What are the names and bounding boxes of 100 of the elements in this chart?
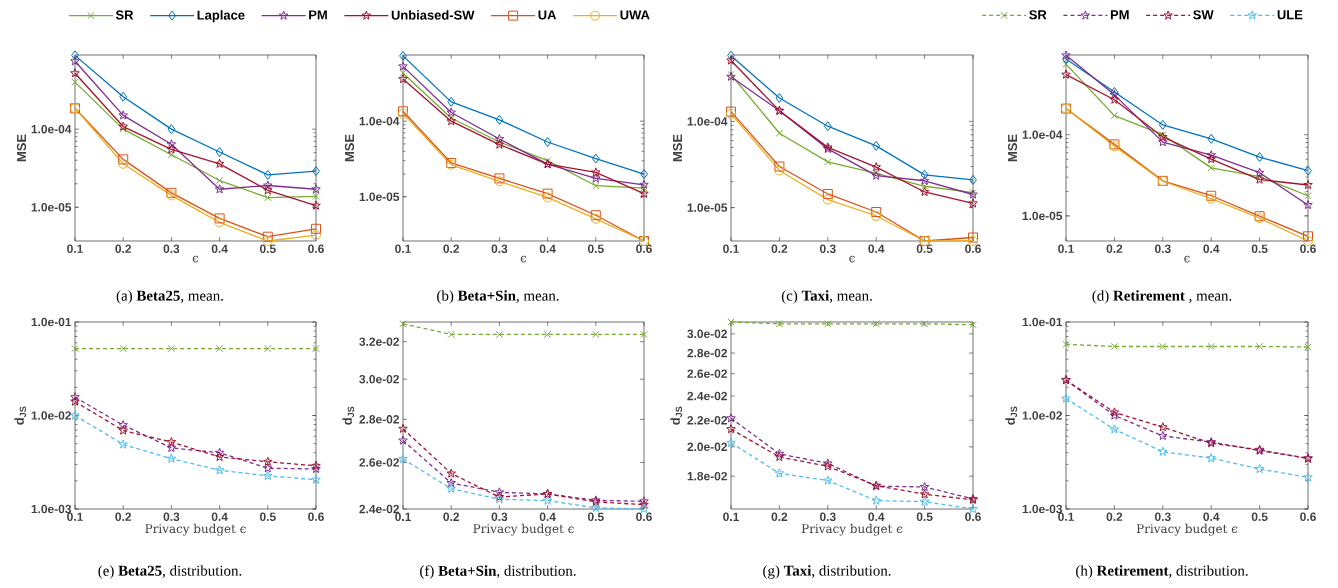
y-axis-title: d$_{JS}$ bbox=[670, 406, 683, 425]
y-tick-label: 3.2e-02 bbox=[359, 337, 399, 346]
x-tick-label: 0.1 bbox=[395, 512, 411, 521]
x-tick-label: 0.1 bbox=[723, 244, 739, 253]
x-tick-label: 0.5 bbox=[259, 244, 276, 253]
y-tick-label: 2.4e-02 bbox=[359, 504, 399, 514]
x-tick-label: 0.3 bbox=[1154, 512, 1171, 522]
y-axis-title: MSE bbox=[1007, 134, 1018, 162]
y-tick-label: 2.0e-02 bbox=[687, 442, 727, 452]
y-tick-label: 3.0e-02 bbox=[687, 329, 727, 339]
text: (d) Retirement , mean. bbox=[1092, 290, 1232, 304]
x-tick-label: 0.4 bbox=[868, 244, 885, 253]
x-tick-label: 0.3 bbox=[163, 244, 180, 254]
y-tick-label: 3.0e-02 bbox=[359, 374, 399, 384]
x-tick-label: 0.1 bbox=[67, 512, 83, 521]
y-tick-label: 2.8e-02 bbox=[687, 348, 727, 358]
x-tick-label: 0.4 bbox=[1203, 512, 1220, 521]
y-tick-label: 1.0e-05 bbox=[31, 203, 72, 212]
x-tick-label: 0.3 bbox=[163, 512, 180, 522]
x-tick-label: 0.6 bbox=[308, 244, 324, 253]
legend-label: PM bbox=[309, 10, 327, 20]
x-tick-label: 0.3 bbox=[819, 244, 836, 254]
x-axis-title: Privacy budget ϵ bbox=[801, 523, 903, 536]
y-axis-title: MSE bbox=[672, 134, 683, 162]
x-tick-label: 0.4 bbox=[539, 512, 556, 521]
x-tick-label: 0.2 bbox=[771, 512, 788, 521]
legend-label: Laplace bbox=[197, 10, 245, 23]
y-axis-title: MSE bbox=[344, 134, 355, 162]
y-tick-label: 1.0e-04 bbox=[31, 124, 72, 134]
x-tick-label: 0.3 bbox=[1154, 244, 1171, 254]
x-tick-label: 0.6 bbox=[636, 244, 652, 253]
x-tick-label: 0.5 bbox=[259, 512, 276, 521]
x-tick-label: 0.5 bbox=[587, 512, 604, 521]
x-axis-title: ϵ bbox=[192, 255, 199, 263]
y-axis-title: MSE bbox=[16, 134, 27, 162]
y-tick-label: 2.6e-02 bbox=[687, 369, 727, 378]
legend-label: Unbiased-SW bbox=[391, 10, 475, 20]
y-tick-label: 1.0e-05 bbox=[1022, 211, 1063, 221]
x-axis-title: Privacy budget ϵ bbox=[145, 523, 246, 536]
text: (c) Taxi, mean. bbox=[781, 290, 872, 304]
y-tick-label: 2.6e-02 bbox=[359, 458, 399, 467]
x-tick-label: 0.6 bbox=[1300, 244, 1316, 253]
x-tick-label: 0.4 bbox=[868, 512, 885, 521]
x-tick-label: 0.3 bbox=[819, 512, 836, 522]
x-tick-label: 0.2 bbox=[115, 244, 132, 253]
legend-label: ULE bbox=[1277, 10, 1303, 20]
y-tick-label: 1.0e-04 bbox=[359, 116, 400, 126]
x-tick-label: 0.4 bbox=[539, 244, 556, 253]
y-tick-label: 1.0e-03 bbox=[1022, 504, 1063, 514]
x-tick-label: 0.2 bbox=[115, 512, 132, 521]
text: (e) Beta25, distribution. bbox=[98, 565, 242, 579]
x-axis-title: ϵ bbox=[520, 255, 527, 263]
legend-label: SW bbox=[1193, 10, 1214, 20]
x-tick-label: 0.5 bbox=[587, 244, 604, 253]
y-tick-label: 2.8e-02 bbox=[359, 415, 399, 424]
x-tick-label: 0.1 bbox=[1058, 244, 1074, 253]
legend-label: PM bbox=[1110, 10, 1129, 20]
y-axis-title: d$_{JS}$ bbox=[342, 406, 355, 425]
x-tick-label: 0.1 bbox=[395, 244, 411, 253]
legend-label: UWA bbox=[620, 10, 650, 20]
y-tick-label: 1.0e-02 bbox=[1022, 411, 1063, 420]
legend-label: UA bbox=[538, 10, 557, 20]
x-axis-title: Privacy budget ϵ bbox=[473, 523, 574, 536]
text: (h) Retirement, distribution. bbox=[1076, 565, 1248, 579]
x-axis-title: Privacy budget ϵ bbox=[1136, 523, 1238, 536]
x-tick-label: 0.5 bbox=[916, 512, 933, 521]
x-tick-label: 0.2 bbox=[1106, 512, 1123, 521]
x-tick-label: 0.6 bbox=[965, 244, 981, 253]
text: (a) Beta25, mean. bbox=[116, 290, 223, 304]
x-tick-label: 0.1 bbox=[1058, 512, 1074, 521]
y-axis-title: d$_{JS}$ bbox=[1005, 406, 1018, 425]
y-tick-label: 1.0e-01 bbox=[31, 317, 72, 327]
x-tick-label: 0.6 bbox=[965, 512, 981, 521]
x-tick-label: 0.2 bbox=[771, 244, 788, 253]
y-tick-label: 1.0e-03 bbox=[31, 504, 72, 514]
x-tick-label: 0.6 bbox=[308, 512, 324, 521]
x-tick-label: 0.4 bbox=[211, 512, 228, 521]
y-axis-title: d$_{JS}$ bbox=[14, 406, 27, 425]
y-tick-label: 1.0e-04 bbox=[1022, 130, 1063, 139]
x-tick-label: 0.6 bbox=[636, 512, 652, 521]
legend-label: SR bbox=[115, 10, 134, 20]
x-tick-label: 0.6 bbox=[1300, 512, 1316, 521]
x-tick-label: 0.2 bbox=[443, 244, 460, 253]
y-tick-label: 1.0e-05 bbox=[687, 203, 728, 212]
x-tick-label: 0.5 bbox=[1251, 512, 1268, 521]
x-axis-title: ϵ bbox=[849, 255, 855, 263]
y-tick-label: 1.0e-04 bbox=[687, 117, 728, 126]
x-tick-label: 0.5 bbox=[1251, 244, 1268, 253]
y-tick-label: 1.0e-05 bbox=[359, 192, 400, 201]
x-tick-label: 0.3 bbox=[491, 512, 508, 522]
x-axis-title: ϵ bbox=[1184, 255, 1190, 263]
y-tick-label: 1.0e-01 bbox=[1022, 317, 1063, 327]
legend-label: SR bbox=[1029, 10, 1047, 20]
x-tick-label: 0.2 bbox=[1106, 244, 1123, 253]
text: (b) Beta+Sin, mean. bbox=[437, 290, 559, 304]
x-tick-label: 0.4 bbox=[1203, 244, 1220, 253]
y-tick-label: 1.8e-02 bbox=[687, 471, 727, 481]
y-tick-label: 2.2e-02 bbox=[687, 416, 727, 425]
x-tick-label: 0.1 bbox=[67, 244, 83, 253]
text: (g) Taxi, distribution. bbox=[763, 565, 891, 579]
